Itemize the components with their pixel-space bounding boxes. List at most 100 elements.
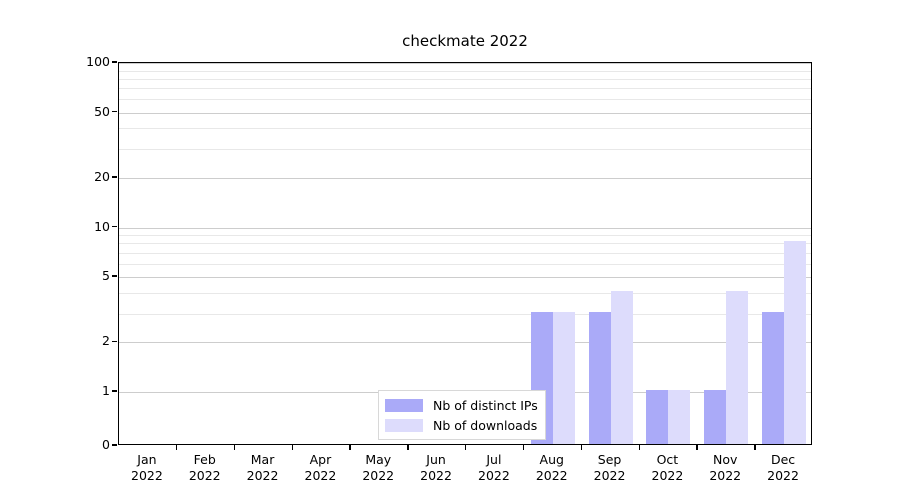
x-tick-year: 2022	[535, 468, 568, 483]
bar	[704, 390, 727, 444]
y-axis: 0 1 2 5 10 20 50 100	[62, 0, 110, 500]
gridline	[119, 63, 811, 64]
x-tick-label: Jan 2022	[118, 452, 176, 484]
x-tick-year: 2022	[131, 468, 163, 483]
legend-item-label: Nb of downloads	[433, 417, 538, 433]
plot-area	[118, 62, 812, 445]
y-tick-label: 0	[102, 437, 110, 452]
x-tick-mark	[754, 445, 756, 450]
x-tick-label: Mar 2022	[234, 452, 292, 484]
x-tick-label: Nov 2022	[696, 452, 754, 484]
x-tick-label: Sep 2022	[581, 452, 639, 484]
x-tick-year: 2022	[767, 468, 799, 483]
x-tick-label: Oct 2022	[639, 452, 697, 484]
x-tick-label: Feb 2022	[176, 452, 234, 484]
bar-group	[473, 63, 517, 444]
x-tick-year: 2022	[478, 468, 510, 483]
x-tick-mark	[291, 445, 293, 450]
gridline	[119, 149, 811, 150]
legend-swatch-icon	[385, 398, 423, 412]
y-tick-mark	[112, 444, 117, 446]
x-tick-month: Feb	[193, 452, 216, 467]
gridline	[119, 88, 811, 90]
gridline	[119, 243, 811, 245]
bar-group	[126, 63, 170, 444]
x-tick-year: 2022	[420, 468, 452, 483]
x-tick-label: Dec 2022	[754, 452, 812, 484]
y-tick-mark	[112, 390, 117, 392]
bar	[726, 290, 749, 444]
x-tick-year: 2022	[651, 468, 684, 483]
x-tick-mark	[465, 445, 467, 450]
y-tick-label: 100	[86, 54, 110, 69]
bar-group	[184, 63, 228, 444]
y-tick-label: 5	[102, 268, 110, 284]
gridline	[119, 235, 811, 237]
page-title: checkmate 2022	[402, 32, 528, 50]
bar-group	[704, 63, 749, 444]
x-tick-label: Jul 2022	[465, 452, 523, 484]
x-tick-label: Jun 2022	[407, 452, 465, 484]
x-tick-month: Apr	[309, 452, 332, 467]
bar	[784, 241, 807, 444]
x-tick-year: 2022	[304, 468, 337, 483]
gridline	[119, 263, 811, 265]
gridline	[119, 78, 811, 80]
legend-item[interactable]: Nb of downloads	[385, 415, 538, 435]
x-tick-mark	[175, 445, 178, 450]
gridline	[119, 70, 811, 72]
bar-group	[588, 63, 633, 444]
x-tick-month: Jan	[137, 452, 157, 467]
x-tick-month: Sep	[597, 452, 622, 467]
chart-legend: Nb of distinct IPs Nb of downloads	[378, 390, 546, 440]
x-tick-label: Aug 2022	[523, 452, 581, 484]
legend-item[interactable]: Nb of distinct IPs	[385, 395, 538, 415]
bar-group	[415, 63, 459, 444]
x-tick-year: 2022	[246, 468, 279, 483]
bar-group	[242, 63, 286, 444]
x-tick-label: Apr 2022	[292, 452, 350, 484]
bar	[762, 311, 785, 444]
x-tick-mark	[522, 445, 525, 450]
y-tick-mark	[112, 110, 117, 113]
y-tick-label: 20	[94, 168, 110, 184]
bar-group	[646, 63, 691, 444]
gridline	[119, 342, 811, 344]
bar	[646, 390, 669, 444]
x-tick-mark	[638, 445, 640, 450]
x-tick-mark	[233, 445, 236, 450]
bars-layer	[119, 63, 811, 444]
bar-group	[357, 63, 401, 444]
bar-group	[762, 63, 807, 444]
x-tick-year: 2022	[362, 468, 395, 483]
legend-item-label: Nb of distinct IPs	[433, 397, 538, 413]
gridline	[119, 112, 811, 114]
x-tick-year: 2022	[188, 468, 221, 483]
x-tick-year: 2022	[709, 468, 742, 483]
y-tick-mark	[112, 225, 117, 228]
bar-group	[299, 63, 343, 444]
y-tick-mark	[112, 61, 117, 63]
y-tick-label: 1	[102, 383, 110, 398]
y-tick-mark	[112, 275, 117, 277]
x-tick-month: Aug	[539, 452, 564, 467]
x-tick-month: Nov	[713, 452, 738, 467]
gridline	[119, 292, 811, 294]
y-tick-mark	[112, 176, 117, 178]
gridline	[119, 99, 811, 101]
gridline	[119, 313, 811, 315]
bar	[610, 290, 633, 444]
legend-swatch-icon	[385, 418, 423, 432]
x-tick-month: Oct	[656, 452, 679, 467]
y-tick-mark	[112, 340, 117, 343]
gridline	[119, 128, 811, 130]
x-tick-mark	[696, 445, 698, 450]
bar-group	[530, 63, 575, 444]
x-tick-label: May 2022	[349, 452, 407, 484]
bar	[668, 390, 691, 444]
bar	[552, 311, 575, 444]
gridline	[119, 252, 811, 254]
x-tick-mark	[407, 445, 409, 450]
bar	[588, 311, 611, 444]
